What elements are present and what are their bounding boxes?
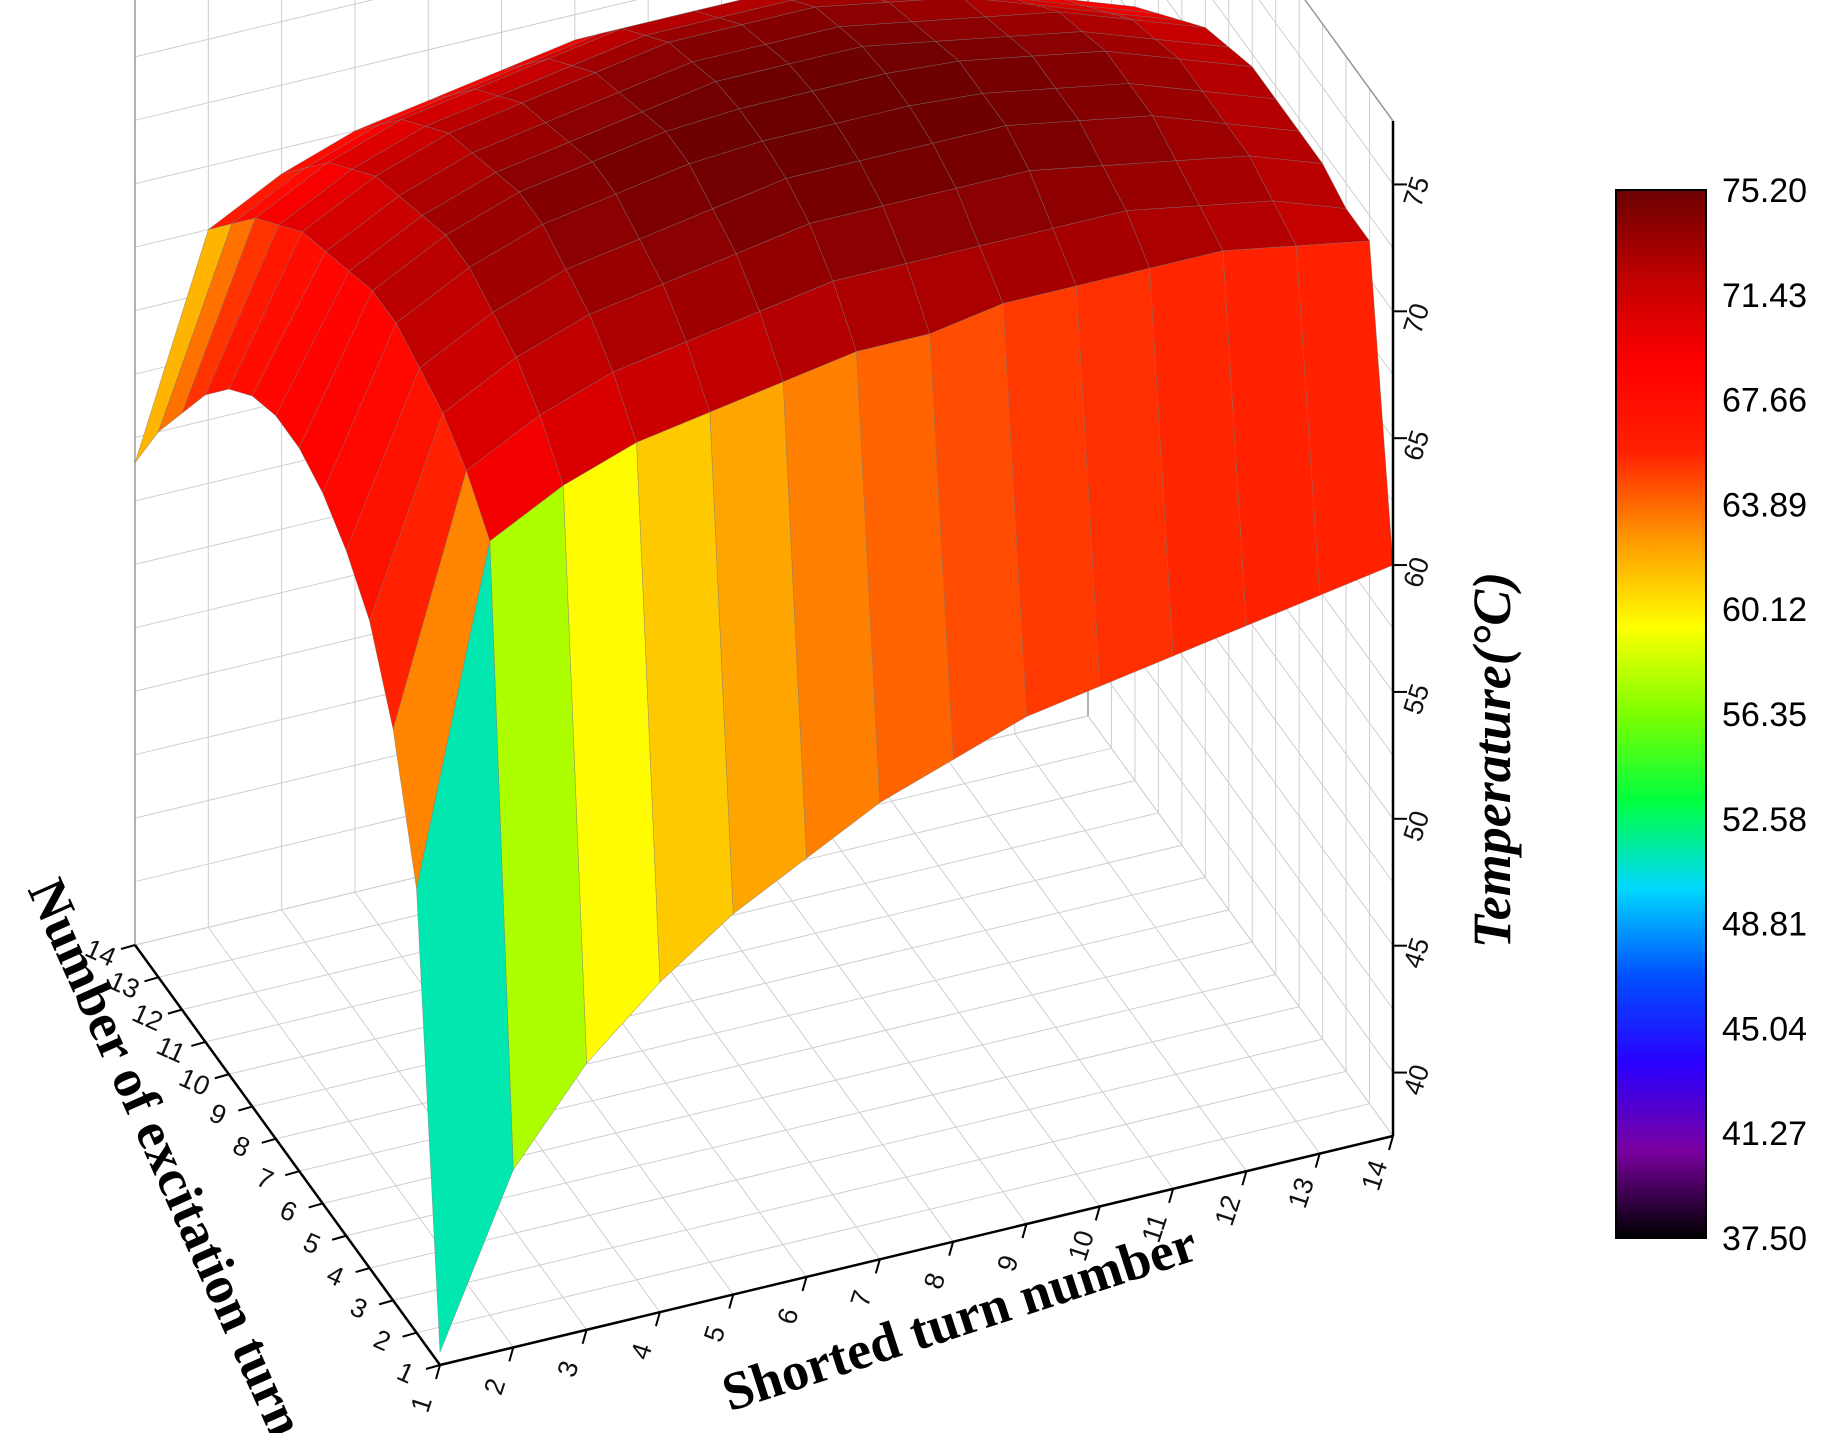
y-tick-mark	[167, 1008, 183, 1015]
y-tick-label: 8	[228, 1130, 254, 1164]
colorbar-swatch	[1615, 189, 1707, 1239]
y-tick-mark	[378, 1299, 394, 1306]
x-tick-mark	[1021, 1223, 1028, 1239]
x-tick-label: 6	[771, 1304, 804, 1328]
box-edge	[1304, 0, 1394, 122]
colorbar: 75.20 71.43 67.66 63.89 60.12 56.35 52.58 48.81…	[1615, 172, 1807, 1258]
colorbar-label: 71.43	[1722, 277, 1807, 315]
floor-grid-line	[1014, 733, 1321, 1154]
y-tick-label: 7	[252, 1162, 278, 1196]
surface-cell	[416, 541, 514, 1353]
y-tick-label: 6	[275, 1194, 301, 1228]
axis-line	[439, 1134, 1394, 1367]
x-tick-mark	[1094, 1206, 1101, 1221]
side-wall-grid-line	[1087, 652, 1394, 1073]
floor-grid-line	[346, 1006, 1300, 1237]
y-tick-mark	[120, 944, 136, 950]
x-tick-mark	[1388, 1135, 1394, 1151]
y-tick-mark	[331, 1234, 347, 1241]
y-tick-mark	[214, 1073, 230, 1080]
y-tick-mark	[425, 1364, 441, 1370]
y-tick-mark	[308, 1202, 323, 1209]
z-axis-title: Temperature(°C)	[1462, 572, 1522, 949]
colorbar-label: 60.12	[1722, 591, 1807, 629]
z-tick-label: 40	[1398, 1061, 1436, 1099]
y-tick-mark	[284, 1170, 300, 1177]
floor-grid-line	[252, 877, 1206, 1108]
floor-grid-line	[392, 1070, 1347, 1301]
x-tick-mark	[581, 1329, 588, 1345]
colorbar-label: 63.89	[1722, 486, 1807, 524]
x-tick-mark	[874, 1259, 881, 1274]
y-tick-mark	[191, 1040, 206, 1047]
x-tick-mark	[801, 1276, 808, 1292]
z-tick-label: 65	[1398, 426, 1436, 464]
y-tick-label: 9	[205, 1098, 231, 1132]
x-tick-label: 2	[478, 1375, 511, 1399]
colorbar-label: 41.27	[1722, 1115, 1807, 1153]
z-tick-label: 70	[1398, 300, 1436, 338]
floor-grid-line	[794, 786, 1101, 1207]
colorbar-label: 48.81	[1722, 906, 1807, 944]
z-tick-label: 50	[1398, 807, 1436, 845]
side-wall-grid-line	[1258, 0, 1394, 185]
colorbar-label: 37.50	[1722, 1220, 1807, 1258]
y-tick-label: 4	[322, 1259, 348, 1293]
side-wall-grid-line	[1212, 0, 1394, 249]
floor-grid-line	[867, 768, 1174, 1190]
x-tick-label: 1	[405, 1392, 438, 1416]
y-tick-mark	[355, 1267, 370, 1274]
colorbar-labels: 75.20 71.43 67.66 63.89 60.12 56.35 52.58 48.81…	[1722, 172, 1807, 1258]
x-tick-label: 7	[845, 1287, 878, 1311]
x-tick-label: 12	[1209, 1192, 1247, 1230]
y-tick-mark	[144, 976, 159, 983]
x-tick-mark	[1168, 1188, 1175, 1204]
y-tick-label: 5	[299, 1227, 325, 1261]
x-tick-mark	[1241, 1170, 1248, 1186]
colorbar-label: 67.66	[1722, 382, 1807, 420]
surface-mesh	[134, 0, 1394, 1353]
floor-grid-line	[228, 844, 1182, 1075]
colorbar-label: 56.35	[1722, 696, 1807, 734]
y-tick-label: 2	[369, 1324, 395, 1358]
z-tick-label: 60	[1398, 553, 1436, 591]
z-tick-label: 75	[1398, 173, 1436, 211]
y-tick-mark	[238, 1105, 253, 1112]
x-tick-label: 3	[551, 1357, 584, 1381]
z-tick-label: 55	[1398, 680, 1436, 718]
x-tick-label: 4	[625, 1340, 658, 1364]
x-tick-label: 13	[1282, 1174, 1320, 1212]
axis-lines	[133, 121, 1395, 1367]
side-wall-grid-line	[1087, 715, 1394, 1137]
colorbar-label: 75.20	[1722, 172, 1807, 210]
y-tick-label: 10	[175, 1062, 215, 1102]
x-tick-label: 5	[698, 1322, 731, 1346]
x-tick-mark	[1314, 1153, 1321, 1168]
back-wall-grid-line	[134, 0, 374, 58]
colorbar-label: 52.58	[1722, 801, 1807, 839]
colorbar-label: 45.04	[1722, 1010, 1807, 1048]
floor-grid-line	[940, 750, 1247, 1172]
y-tick-mark	[261, 1137, 277, 1144]
x-tick-mark	[508, 1347, 515, 1362]
z-tick-label: 45	[1398, 934, 1436, 972]
back-wall-grid-line	[134, 0, 638, 121]
floor-grid-line	[369, 1038, 1323, 1269]
x-tick-label: 8	[918, 1269, 951, 1293]
y-tick-mark	[402, 1331, 417, 1338]
x-tick-mark	[435, 1364, 441, 1380]
x-tick-mark	[728, 1294, 735, 1309]
axis-line	[133, 944, 442, 1366]
floor-grid-line	[416, 1103, 1370, 1334]
x-tick-mark	[948, 1241, 955, 1256]
y-tick-label: 3	[346, 1291, 372, 1325]
x-tick-mark	[654, 1311, 661, 1327]
y-tick-label: 1	[393, 1356, 419, 1390]
x-tick-label: 14	[1356, 1156, 1394, 1194]
